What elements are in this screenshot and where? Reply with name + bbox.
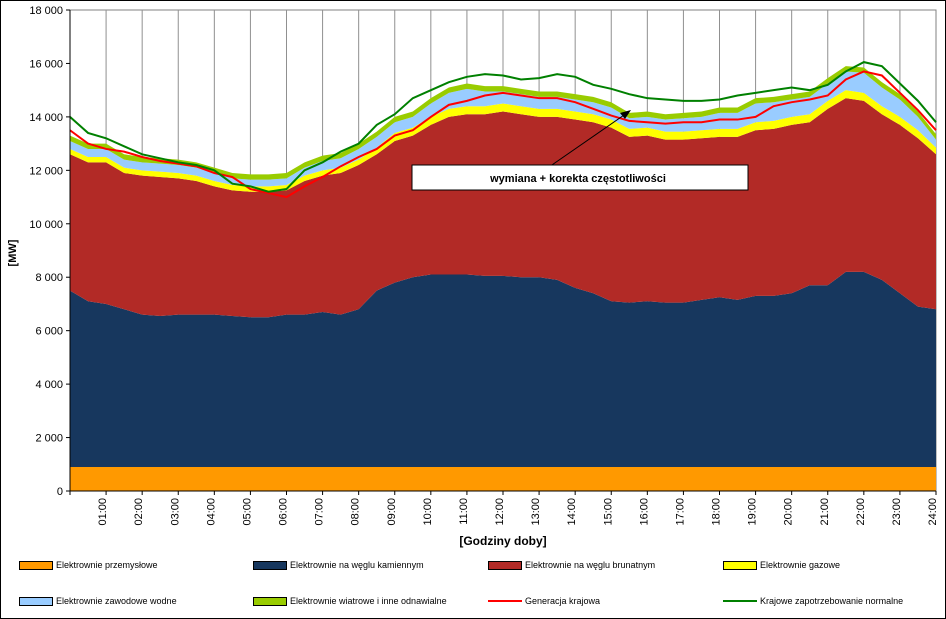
x-tick-label: 16:00: [638, 498, 650, 526]
area-wiatrowe: [70, 66, 936, 180]
chart-svg: 0 2 000 4 000 6 000 8 000 10 000 12 000 14 000 1…: [7, 5, 939, 548]
line-series: [69, 61, 937, 199]
y-tick-label: 2 000: [35, 433, 63, 445]
area-kamienny: [70, 271, 936, 467]
x-axis-label: [Godziny doby]: [459, 534, 546, 548]
y-tick-label: 4 000: [35, 379, 63, 391]
y-tick-label: 16 000: [29, 58, 63, 70]
y-tick-label: 6 000: [35, 326, 63, 338]
legend-label-brunatny: Elektrownie na węglu brunatnym: [525, 560, 656, 570]
legend-label-zapotrzebowanie: Krajowe zapotrzebowanie normalne: [760, 596, 904, 606]
legend-item-zapotrzebowanie: Krajowe zapotrzebowanie normalne: [723, 596, 903, 606]
legend-swatch-gazowe: [723, 560, 757, 570]
x-tick-label: 15:00: [602, 498, 614, 526]
y-tick-label: 8 000: [35, 272, 63, 284]
annotation-box: [411, 164, 749, 191]
area-wodne: [70, 71, 936, 187]
x-tick-label: 03:00: [169, 498, 181, 526]
area-gazowe: [70, 90, 936, 192]
legend-label-gazowe: Elektrownie gazowe: [760, 560, 841, 570]
legend-line-generacja: [488, 600, 522, 602]
y-tick-label: 14 000: [29, 112, 63, 124]
legend-item-wodne: Elektrownie zawodowe wodne: [19, 596, 177, 606]
legend-swatch-wiatrowe: [253, 596, 287, 606]
y-tick-label: 12 000: [29, 165, 63, 177]
x-tick-label: 07:00: [314, 498, 326, 526]
legend-item-wiatrowe: Elektrownie wiatrowe i inne odnawialne: [253, 596, 447, 606]
legend: Elektrownie przemysłowe Elektrownie na w…: [1, 554, 945, 614]
legend-item-brunatny: Elektrownie na węglu brunatnym: [488, 560, 655, 570]
annotation: wymiana + korekta częstotliwości: [411, 110, 749, 191]
area-przemyslowe: [70, 466, 936, 491]
annotation-text: wymiana + korekta częstotliwości: [489, 173, 666, 185]
legend-label-wiatrowe: Elektrownie wiatrowe i inne odnawialne: [290, 596, 447, 606]
legend-label-kamienny: Elektrownie na węglu kamiennym: [290, 560, 424, 570]
x-tick-label: 05:00: [241, 498, 253, 526]
annotation-arrow-head: [620, 110, 631, 119]
legend-item-kamienny: Elektrownie na węglu kamiennym: [253, 560, 424, 570]
x-tick-label: 08:00: [350, 498, 362, 526]
x-tick-label: 20:00: [783, 498, 795, 526]
x-tick-label: 09:00: [386, 498, 398, 526]
x-tick-label: 02:00: [133, 498, 145, 526]
y-axis-label: [MW]: [7, 239, 19, 266]
legend-swatch-kamienny: [253, 560, 287, 570]
legend-line-zapotrzebowanie: [723, 600, 757, 602]
annotation-arrow-line: [548, 112, 628, 168]
legend-item-generacja: Generacja krajowa: [488, 596, 600, 606]
legend-label-przemyslowe: Elektrownie przemysłowe: [56, 560, 158, 570]
legend-swatch-przemyslowe: [19, 560, 53, 570]
x-tick-label: 10:00: [422, 498, 434, 526]
x-tick-label: 13:00: [530, 498, 542, 526]
legend-swatch-brunatny: [488, 560, 522, 570]
y-tick-label: 0: [57, 486, 63, 498]
area-brunatny: [70, 98, 936, 318]
y-tick-label: 10 000: [29, 219, 63, 231]
x-tick-label: 18:00: [711, 498, 723, 526]
x-tick-label: 12:00: [494, 498, 506, 526]
area-series: [70, 66, 936, 491]
legend-item-przemyslowe: Elektrownie przemysłowe: [19, 560, 158, 570]
x-tick-label: 11:00: [458, 498, 470, 525]
y-tick-label: 18 000: [29, 5, 63, 17]
x-tick-label: 04:00: [205, 498, 217, 526]
x-tick-label: 24:00: [927, 498, 939, 526]
legend-label-generacja: Generacja krajowa: [525, 596, 601, 606]
x-tick-label: 19:00: [747, 498, 759, 526]
y-axis: 0 2 000 4 000 6 000 8 000 10 000 12 000 14 000 1…: [29, 5, 71, 498]
x-tick-label: 17:00: [674, 498, 686, 526]
legend-item-gazowe: Elektrownie gazowe: [723, 560, 840, 570]
line-generacja: [69, 70, 937, 199]
x-tick-label: 21:00: [819, 498, 831, 526]
line-zapotrzebowanie: [69, 61, 937, 193]
x-axis: 01:00 02:00 03:00 04:00 05:00 06:00 07:00 08:00…: [69, 490, 939, 526]
x-tick-label: 06:00: [278, 498, 290, 526]
legend-swatch-wodne: [19, 596, 53, 606]
legend-label-wodne: Elektrownie zawodowe wodne: [56, 596, 177, 606]
x-tick-label: 23:00: [891, 498, 903, 526]
x-tick-label: 01:00: [97, 498, 109, 526]
x-tick-label: 14:00: [566, 498, 578, 526]
x-tick-label: 22:00: [855, 498, 867, 526]
